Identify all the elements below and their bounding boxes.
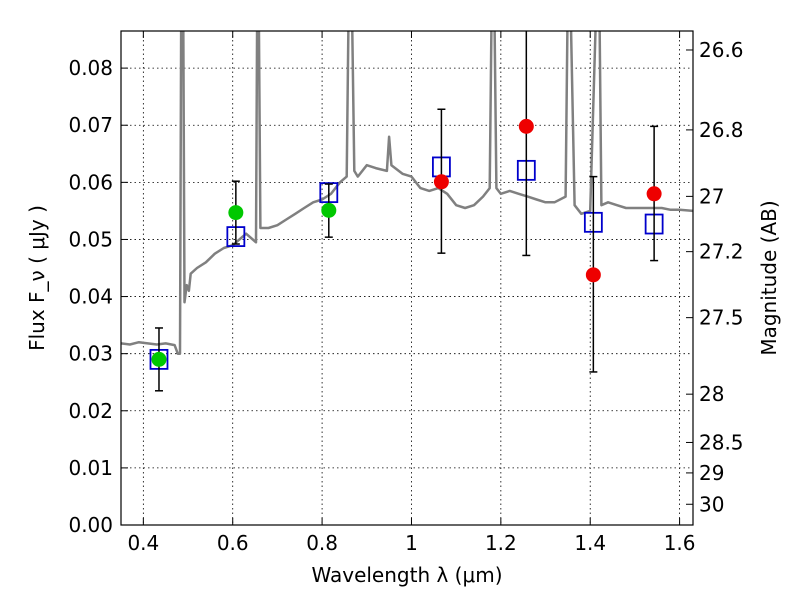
- x-tick-label: 1.4: [574, 531, 606, 555]
- mag-tick-label: 27.5: [699, 306, 744, 330]
- y-tick-label: 0.00: [68, 513, 113, 537]
- observed-photometry-point: [321, 202, 337, 218]
- y-tick-label: 0.04: [68, 285, 113, 309]
- y-tick-label: 0.01: [68, 456, 113, 480]
- y-tick-label: 0.07: [68, 113, 113, 137]
- x-tick-label: 1.2: [485, 531, 517, 555]
- y-axis-label: Flux F_ν ( μJy ): [25, 205, 49, 351]
- observed-photometry-point: [151, 351, 167, 367]
- y-tick-label: 0.03: [68, 342, 113, 366]
- x-axis-label: Wavelength λ (μm): [311, 563, 502, 587]
- y-tick-label: 0.08: [68, 56, 113, 80]
- y-tick-label: 0.02: [68, 399, 113, 423]
- observed-photometry-point: [646, 186, 662, 202]
- mag-tick-label: 26.6: [699, 38, 744, 62]
- mag-tick-label: 29: [699, 461, 724, 485]
- spectrum-line: [121, 31, 693, 355]
- y-tick-label: 0.06: [68, 170, 113, 194]
- x-tick-label: 1: [405, 531, 418, 555]
- x-tick-label: 1.6: [664, 531, 696, 555]
- y-tick-label: 0.05: [68, 227, 113, 251]
- observed-photometry-point: [518, 118, 534, 134]
- x-tick-label: 0.4: [127, 531, 159, 555]
- observed-photometry-point: [433, 174, 449, 190]
- mag-tick-label: 30: [699, 492, 724, 516]
- observed-photometry-point: [228, 205, 244, 221]
- right-axis-label: Magnitude (AB): [757, 200, 781, 355]
- plot-frame: [120, 30, 694, 526]
- mag-tick-label: 26.8: [699, 118, 744, 142]
- mag-tick-label: 27: [699, 184, 724, 208]
- mag-tick-label: 28.5: [699, 430, 744, 454]
- observed-photometry-point: [585, 267, 601, 283]
- mag-tick-label: 28: [699, 382, 724, 406]
- x-tick-label: 0.6: [217, 531, 249, 555]
- mag-tick-label: 27.2: [699, 240, 744, 264]
- x-tick-label: 0.8: [306, 531, 338, 555]
